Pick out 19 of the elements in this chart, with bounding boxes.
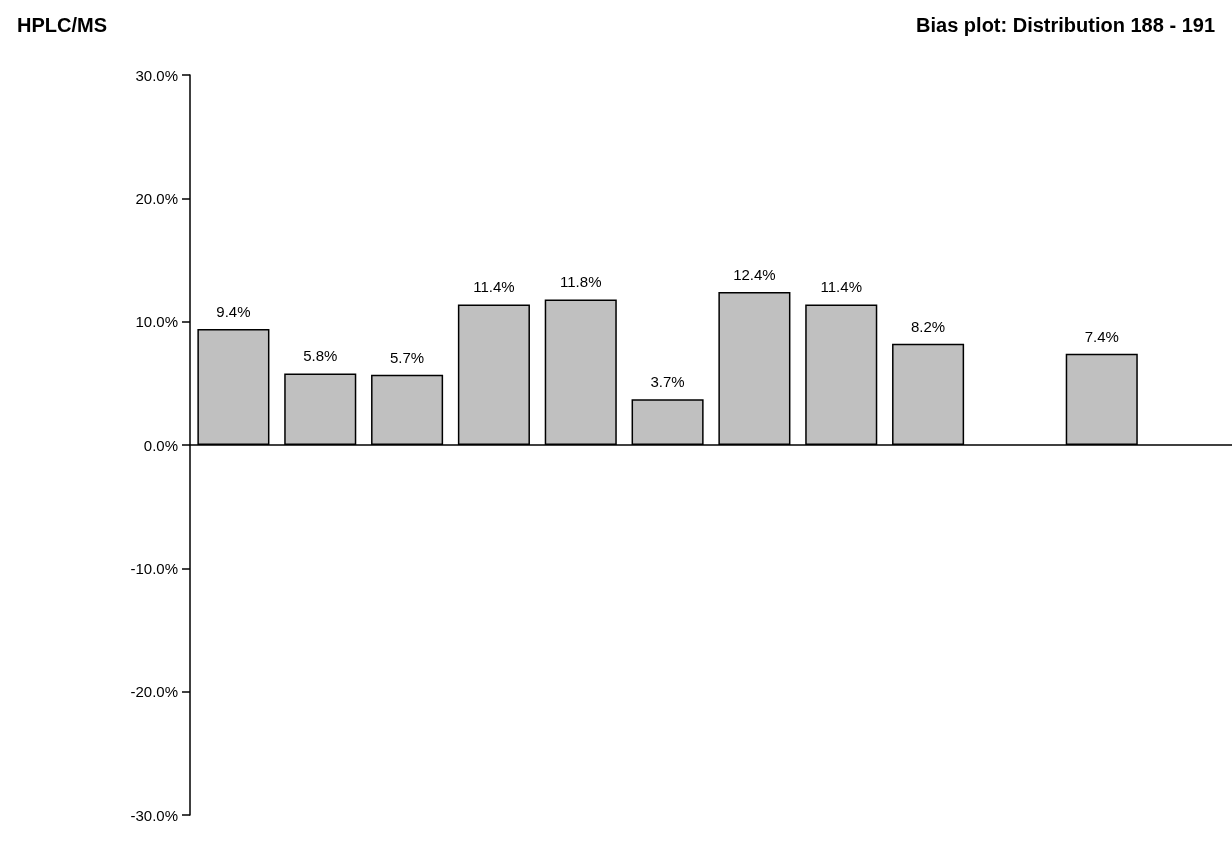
chart-subtitle: Bias plot: Distribution 188 - 191 — [916, 14, 1216, 36]
data-label: 9.4% — [216, 303, 251, 321]
y-tick-label: -20.0% — [130, 683, 178, 701]
data-label: 7.4% — [1084, 327, 1119, 345]
y-tick-label: 20.0% — [135, 189, 178, 207]
data-label: 11.4% — [820, 278, 862, 296]
y-tick-label: 0.0% — [143, 436, 178, 454]
y-tick-label: -10.0% — [130, 559, 178, 577]
data-label: 3.7% — [650, 373, 685, 391]
data-label: 8.2% — [910, 317, 946, 335]
y-tick-label: 10.0% — [135, 313, 178, 331]
y-tick-label: -30.0% — [130, 806, 178, 824]
data-label: 11.4% — [473, 278, 515, 296]
data-label: 11.8% — [560, 273, 602, 291]
chart-title: HPLC/MS — [17, 14, 107, 36]
data-label: 12.4% — [733, 266, 776, 284]
y-tick-label: 30.0% — [135, 66, 178, 84]
data-label: 5.8% — [303, 347, 338, 365]
data-label: 5.7% — [389, 348, 425, 366]
